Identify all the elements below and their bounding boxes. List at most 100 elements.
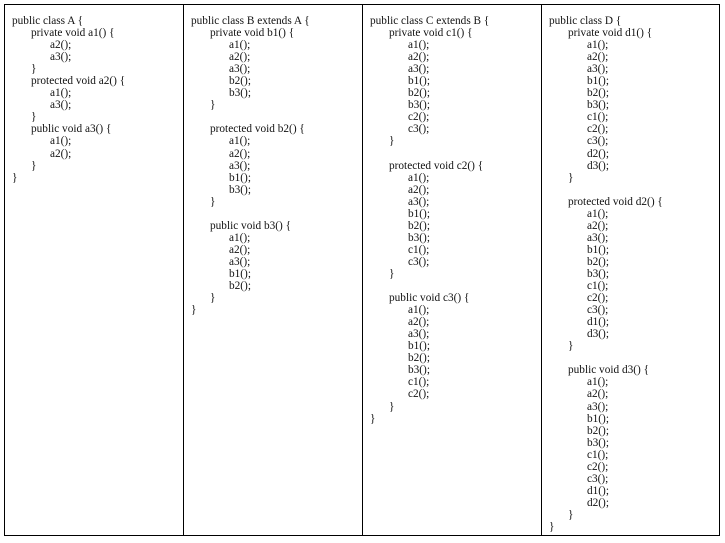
code-line: c1(); <box>587 280 609 293</box>
code-line: a1(); <box>50 87 72 100</box>
code-line: a1(); <box>587 376 609 389</box>
code-line: a3(); <box>229 63 251 76</box>
code-line: a1(); <box>587 39 609 52</box>
code-line: private void b1() { <box>210 27 295 40</box>
code-line: b1(); <box>229 267 251 280</box>
code-line: public class C extends B { <box>370 15 490 27</box>
code-line: } <box>389 135 395 148</box>
code-line: b1(); <box>408 75 430 88</box>
code-line: } <box>31 63 37 76</box>
code-line: a2(); <box>587 219 609 232</box>
code-line: protected void a2() { <box>31 75 126 88</box>
code-line: a3(); <box>50 99 72 112</box>
code-line: b2(); <box>408 87 430 100</box>
code-line: c3(); <box>587 304 609 317</box>
code-line: a1(); <box>229 39 251 52</box>
code-line: a3(); <box>408 63 430 76</box>
class-a-cell: public class A {private void a1() {a2();… <box>5 5 184 535</box>
code-line: a2(); <box>587 388 609 401</box>
code-line: d2(); <box>587 147 609 160</box>
code-line: d2(); <box>587 496 609 509</box>
code-line: c3(); <box>587 135 609 148</box>
code-line: c1(); <box>587 111 609 124</box>
code-line: } <box>389 267 395 280</box>
code-line: b1(); <box>587 75 609 88</box>
code-line: b2(); <box>408 219 430 232</box>
code-line: a1(); <box>229 135 251 148</box>
code-line <box>370 280 541 292</box>
code-line: } <box>389 400 395 413</box>
code-line: public void a3() { <box>31 123 112 136</box>
code-line: protected void b2() { <box>210 123 305 136</box>
code-line: b2(); <box>587 424 609 437</box>
code-line: private void c1() { <box>389 27 473 40</box>
code-line: private void d1() { <box>568 27 653 40</box>
code-line: b1(); <box>408 340 430 353</box>
code-line: c1(); <box>587 448 609 461</box>
code-line: b3(); <box>408 99 430 112</box>
code-line <box>549 352 719 364</box>
code-line: a3(); <box>587 400 609 413</box>
code-line: public class D { <box>549 15 622 27</box>
code-line: a1(); <box>50 135 72 148</box>
code-line: b2(); <box>587 87 609 100</box>
code-line: } <box>191 304 197 317</box>
code-line: b2(); <box>229 280 251 293</box>
code-line: } <box>568 340 574 353</box>
class-b-cell: public class B extends A {private void b… <box>184 5 363 535</box>
code-line: a2(); <box>229 51 251 64</box>
code-line: b1(); <box>587 412 609 425</box>
code-line: c3(); <box>587 472 609 485</box>
code-line: b1(); <box>229 171 251 184</box>
code-line: c1(); <box>408 376 430 389</box>
code-line: a2(); <box>408 183 430 196</box>
code-line: d3(); <box>587 159 609 172</box>
code-line: b3(); <box>229 183 251 196</box>
code-line: } <box>568 171 574 184</box>
code-table: public class A {private void a1() {a2();… <box>4 4 720 536</box>
code-line: c3(); <box>408 255 430 268</box>
code-line: c2(); <box>587 123 609 136</box>
code-line: b3(); <box>408 364 430 377</box>
code-line: b3(); <box>587 99 609 112</box>
code-line: a1(); <box>408 39 430 52</box>
code-line: d3(); <box>587 328 609 341</box>
code-line: a3(); <box>50 51 72 64</box>
code-line: a3(); <box>408 328 430 341</box>
code-line: a1(); <box>587 207 609 220</box>
code-line: } <box>210 292 216 305</box>
code-line: } <box>370 412 376 425</box>
code-line: } <box>549 520 555 533</box>
code-line: c2(); <box>408 111 430 124</box>
code-line: b3(); <box>587 436 609 449</box>
code-line: a2(); <box>50 147 72 160</box>
code-line: } <box>210 99 216 112</box>
code-line: c2(); <box>587 460 609 473</box>
code-line: } <box>31 159 37 172</box>
code-line: b2(); <box>587 255 609 268</box>
code-line: b3(); <box>587 267 609 280</box>
class-c-cell: public class C extends B {private void c… <box>363 5 542 535</box>
code-line: } <box>12 171 18 184</box>
code-line: a3(); <box>229 255 251 268</box>
code-line: } <box>31 111 37 124</box>
code-line: public class B extends A { <box>191 15 310 27</box>
code-line: private void a1() { <box>31 27 115 40</box>
code-line: b1(); <box>587 243 609 256</box>
code-line: a1(); <box>408 304 430 317</box>
code-line <box>549 184 719 196</box>
code-line: c1(); <box>408 243 430 256</box>
code-line: b2(); <box>229 75 251 88</box>
class-d-cell: public class D {private void d1() {a1();… <box>542 5 719 535</box>
code-line: a2(); <box>50 39 72 52</box>
code-line: d1(); <box>587 484 609 497</box>
code-line: a3(); <box>587 63 609 76</box>
code-line: a1(); <box>408 171 430 184</box>
code-line: b1(); <box>408 207 430 220</box>
code-line <box>370 148 541 160</box>
code-line: a1(); <box>229 231 251 244</box>
code-line: public void b3() { <box>210 219 292 232</box>
code-line: a3(); <box>408 195 430 208</box>
code-line: a2(); <box>408 316 430 329</box>
code-line: public void c3() { <box>389 292 470 305</box>
